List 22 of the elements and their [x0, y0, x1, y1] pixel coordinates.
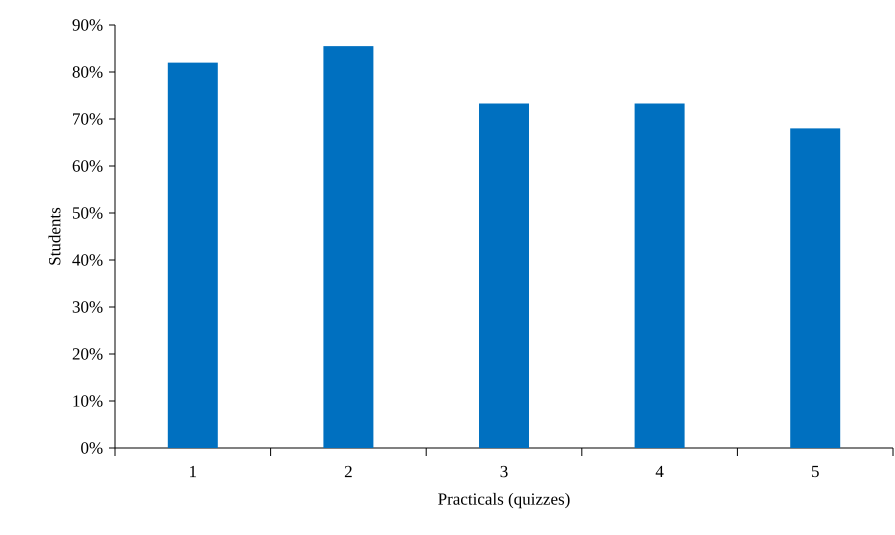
x-tick-label: 1: [190, 466, 196, 478]
bar: [634, 103, 685, 448]
y-tick-label: 90%: [72, 19, 103, 31]
x-axis-title: Practicals (quizzes): [438, 492, 570, 508]
bar: [479, 103, 530, 448]
y-tick-label: 70%: [73, 113, 103, 125]
y-tick-label: 10%: [73, 395, 103, 407]
y-axis-title: Students: [48, 208, 60, 265]
y-tick-label: 80%: [72, 66, 103, 78]
x-tick-label: 5: [812, 466, 819, 478]
y-tick-label: 60%: [72, 160, 103, 172]
y-tick-label: 0%: [81, 442, 103, 454]
bar: [323, 46, 374, 448]
y-tick-label: 40%: [72, 254, 103, 266]
y-tick-label: 20%: [72, 348, 103, 360]
x-tick-label: 4: [656, 466, 664, 478]
x-tick-label: 3: [500, 466, 508, 478]
bar: [790, 128, 840, 448]
y-tick-label: 50%: [72, 207, 103, 219]
bar: [168, 62, 218, 448]
y-tick-label: 30%: [72, 301, 103, 313]
x-tick-label: 2: [344, 466, 352, 478]
